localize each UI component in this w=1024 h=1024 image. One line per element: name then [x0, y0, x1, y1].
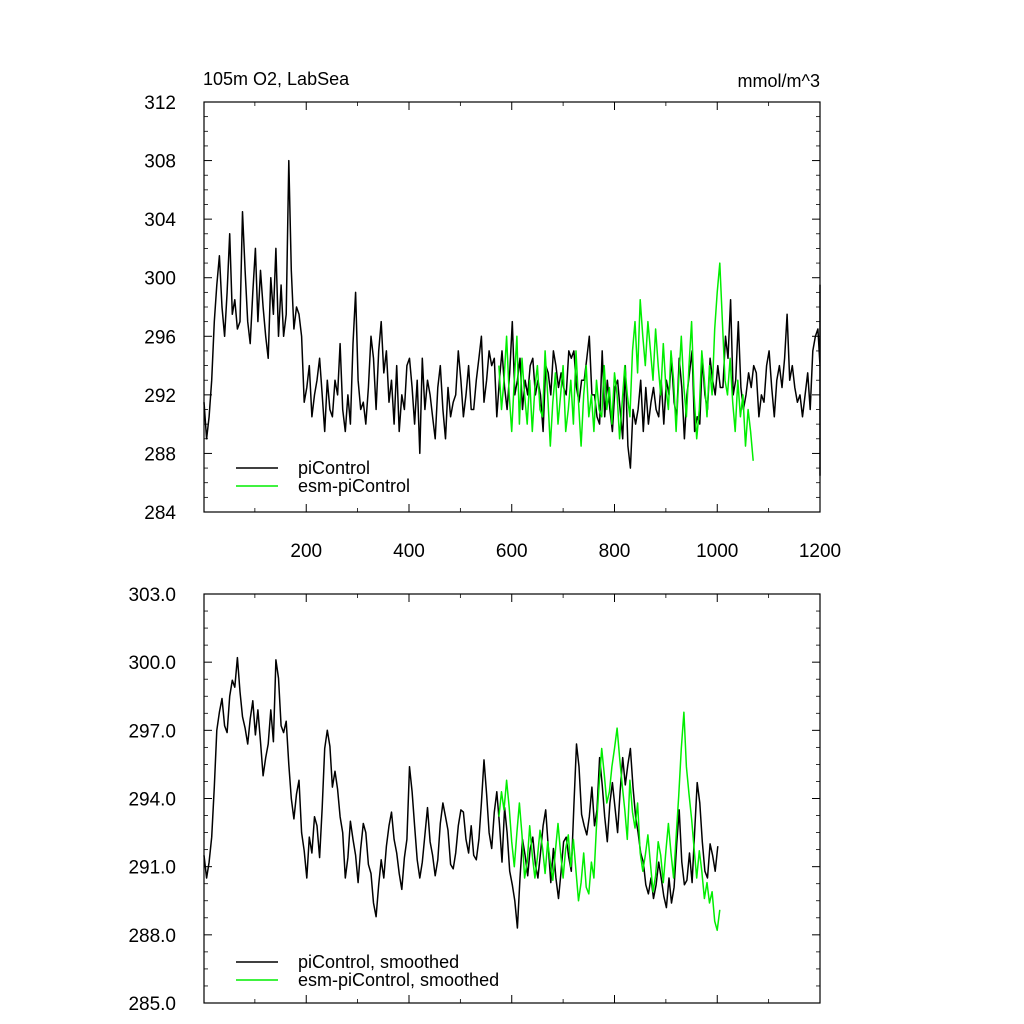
bottom-plot-frame: [203, 593, 821, 1004]
units-label: mmol/m^3: [738, 71, 820, 91]
bottom-panel: 285.0 288.0 291.0 294.0 297.0 300.0 303.0 piCo…: [128, 585, 821, 1015]
top-plot-frame: [203, 101, 821, 513]
x-tick-label: 400: [393, 541, 425, 562]
x-tick-label: 200: [290, 541, 322, 562]
series-esm-picontrol-line: [498, 262, 754, 461]
y-tick-label: 303.0: [128, 585, 176, 606]
x-tick-label: 600: [496, 541, 528, 562]
y-tick-label: 304: [144, 210, 176, 231]
y-tick-label: 288.0: [128, 926, 176, 947]
legend-label: esm-piControl: [298, 476, 410, 496]
x-tick-label: 1000: [696, 541, 738, 562]
y-tick-label: 285.0: [128, 994, 176, 1015]
top-axis-ticks: 284 288 292 296 300 304 308 312 200 400 600 800 1000…: [144, 93, 841, 562]
legend-label: piControl, smoothed: [298, 952, 459, 972]
legend-label: piControl: [298, 458, 370, 478]
y-tick-label: 292: [144, 386, 176, 407]
x-tick-label: 1200: [799, 541, 841, 562]
top-series-group: [203, 159, 821, 477]
y-tick-label: 288: [144, 444, 176, 465]
y-tick-label: 296: [144, 327, 176, 348]
y-tick-label: 312: [144, 93, 176, 114]
y-tick-label: 284: [144, 503, 176, 524]
legend-label: esm-piControl, smoothed: [298, 970, 499, 990]
y-tick-label: 308: [144, 152, 176, 173]
y-tick-label: 294.0: [128, 790, 176, 811]
y-tick-label: 300: [144, 269, 176, 290]
y-tick-label: 300.0: [128, 653, 176, 674]
bottom-series-group: [203, 656, 721, 932]
series-picontrol-line: [203, 656, 719, 929]
x-tick-label: 800: [599, 541, 631, 562]
series-esm-picontrol-line: [498, 711, 721, 932]
bottom-axis-ticks: 285.0 288.0 291.0 294.0 297.0 300.0 303.0: [128, 585, 821, 1015]
chart-title: 105m O2, LabSea: [203, 69, 350, 89]
top-panel: 105m O2, LabSea mmol/m^3 284 288 292 296 300…: [144, 69, 841, 562]
y-tick-label: 291.0: [128, 858, 176, 879]
y-tick-label: 297.0: [128, 721, 176, 742]
